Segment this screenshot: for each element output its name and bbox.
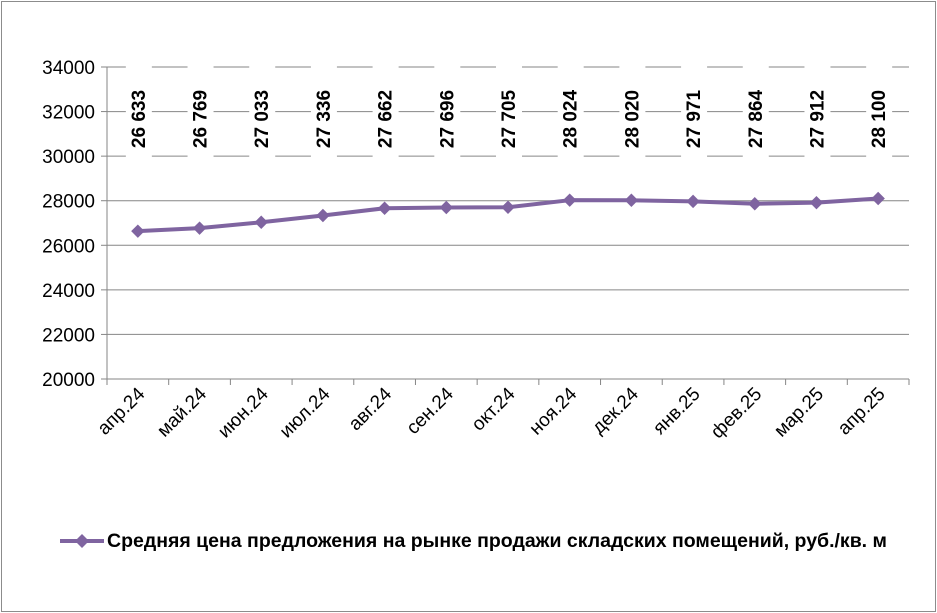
data-point (624, 193, 639, 207)
x-tick-label: сен.24 (403, 383, 458, 438)
x-tick-label: апр.24 (94, 383, 150, 439)
x-tick-label: июн.24 (214, 383, 273, 442)
x-tick-label: окт.24 (468, 383, 520, 435)
data-label: 26 633 (129, 90, 150, 148)
data-label-bg (249, 57, 276, 181)
data-point (377, 201, 392, 215)
data-point (316, 208, 330, 223)
data-point (254, 215, 268, 229)
data-point (871, 191, 885, 206)
data-point (501, 200, 515, 214)
data-label-bg (804, 57, 831, 181)
data-label: 27 971 (684, 90, 705, 149)
data-labels: 26 633 26 769 27 033 27 336 27 662 27 696 27 7… (125, 57, 893, 181)
data-label-bg (619, 57, 646, 181)
data-label-bg (434, 57, 461, 181)
data-point (686, 194, 700, 209)
data-label-bg (310, 57, 337, 181)
data-point (192, 221, 207, 235)
data-label-bg (557, 57, 584, 181)
data-label: 28 100 (869, 90, 890, 148)
data-label-bg (742, 57, 769, 181)
y-tick-label: 28000 (42, 192, 95, 213)
x-tick-label: янв.25 (649, 384, 704, 439)
data-label: 28 024 (561, 90, 582, 149)
legend-label: Средняя цена предложения на рынке продаж… (107, 530, 887, 552)
data-label: 27 033 (252, 90, 273, 148)
series-line (131, 191, 885, 238)
legend-marker (60, 534, 104, 548)
x-axis: апр.24 май.24 июн.24 июл.24 авг.24 сен.24 окт.… (94, 378, 910, 443)
data-label-bg (681, 57, 708, 181)
data-label-bg (125, 57, 152, 181)
data-label-bg (496, 57, 522, 181)
y-tick-label: 24000 (42, 281, 95, 302)
y-tick-label: 20000 (42, 370, 95, 391)
x-tick-label: июл.24 (276, 383, 335, 442)
x-tick-label: май.24 (153, 383, 211, 441)
y-tick-label: 34000 (42, 58, 95, 79)
data-label: 27 696 (437, 90, 458, 148)
x-tick-label: авг.24 (345, 383, 397, 435)
data-label-bg (866, 57, 893, 181)
data-label: 28 020 (622, 90, 643, 148)
y-tick-label: 30000 (42, 147, 95, 168)
data-label-bg (372, 57, 399, 181)
data-point (748, 197, 762, 211)
x-tick-label: ноя.24 (526, 383, 582, 439)
data-label: 27 336 (314, 90, 335, 148)
data-point (809, 195, 824, 210)
data-label: 27 912 (807, 90, 828, 148)
data-point (439, 200, 454, 215)
x-tick-label: фев.25 (707, 384, 766, 443)
x-tick-label: дек.24 (588, 383, 643, 438)
legend-diamond-icon (75, 534, 89, 548)
data-label: 27 864 (746, 90, 767, 149)
data-point (131, 224, 145, 238)
y-tick-label: 26000 (42, 236, 95, 257)
data-point (562, 193, 577, 207)
x-tick-label: мар.25 (770, 384, 828, 442)
y-tick-label: 22000 (42, 325, 95, 346)
data-label: 26 769 (191, 90, 212, 148)
data-label: 27 662 (376, 90, 397, 148)
data-label: 27 705 (499, 90, 520, 149)
y-axis: 20000 22000 24000 26000 28000 30000 32000 34000 (42, 58, 108, 391)
x-tick-label: апр.25 (834, 384, 890, 440)
data-label-bg (187, 57, 214, 181)
y-tick-label: 32000 (42, 103, 95, 124)
